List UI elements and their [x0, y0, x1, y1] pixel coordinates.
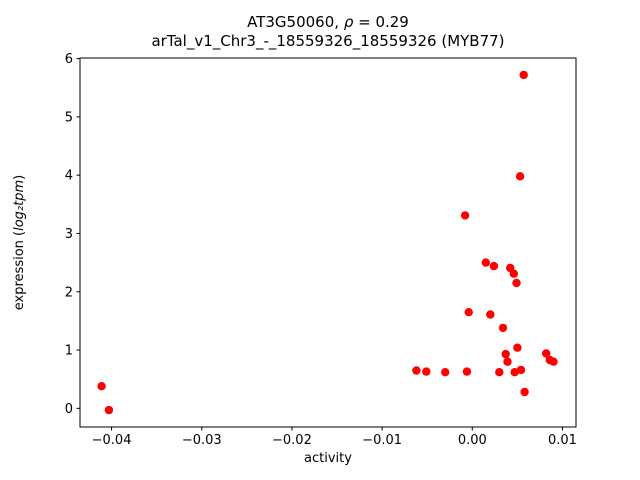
data-point — [486, 310, 495, 319]
yaxis-label-math: log₂tpm — [12, 180, 27, 231]
data-point — [97, 382, 106, 391]
data-point — [441, 368, 450, 377]
data-point — [462, 367, 472, 376]
y-tick-label: 1 — [65, 344, 73, 359]
data-point — [495, 368, 504, 377]
yaxis-label-suffix: ) — [12, 175, 27, 180]
data-point — [422, 367, 431, 376]
data-point — [509, 269, 518, 278]
data-point — [549, 357, 558, 366]
y-tick-label: 4 — [65, 169, 73, 184]
data-point — [501, 349, 510, 359]
chart-title-suffix: = 0.29 — [353, 13, 409, 31]
data-point — [489, 261, 499, 271]
data-point — [460, 211, 470, 220]
x-tick-label: −0.01 — [362, 433, 402, 448]
data-point — [503, 357, 512, 366]
y-tick-label: 5 — [65, 110, 73, 125]
x-tick-label: 0.00 — [458, 433, 487, 448]
data-point — [519, 70, 528, 80]
chart-title: AT3G50060, ρ = 0.29 — [247, 13, 409, 31]
chart-title-prefix: AT3G50060, — [247, 13, 344, 31]
yaxis-label: expression (log₂tpm) — [12, 175, 27, 310]
data-point — [542, 349, 551, 358]
xaxis-label: activity — [304, 451, 352, 466]
chart-subtitle: arTal_v1_Chr3_-_18559326_18559326 (MYB77… — [151, 32, 504, 51]
data-point — [515, 172, 525, 181]
data-point — [412, 366, 421, 375]
chart-title-rho: ρ — [344, 13, 354, 31]
x-tick-label: −0.04 — [92, 433, 132, 448]
y-tick-label: 2 — [65, 285, 73, 300]
y-tick-label: 3 — [65, 227, 73, 242]
data-point — [510, 368, 519, 377]
y-tick-label: 0 — [65, 402, 73, 417]
data-point — [516, 365, 526, 375]
data-point — [512, 278, 521, 288]
data-point — [513, 343, 522, 352]
data-point — [498, 323, 508, 333]
data-point — [464, 308, 473, 317]
x-tick-label: −0.02 — [272, 433, 312, 448]
y-tick-label: 6 — [65, 52, 73, 67]
x-tick-label: −0.03 — [182, 433, 222, 448]
data-point — [481, 258, 490, 267]
axes-frame — [79, 57, 577, 428]
yaxis-label-prefix: expression ( — [12, 231, 27, 310]
data-point — [520, 387, 529, 397]
plot-generated-layer: −0.04 −0.03 −0.02 −0.01 0.00 0.01 0 1 2 3 4 5 6 — [65, 52, 577, 448]
x-tick-label: 0.01 — [548, 433, 577, 448]
data-point — [104, 405, 114, 415]
